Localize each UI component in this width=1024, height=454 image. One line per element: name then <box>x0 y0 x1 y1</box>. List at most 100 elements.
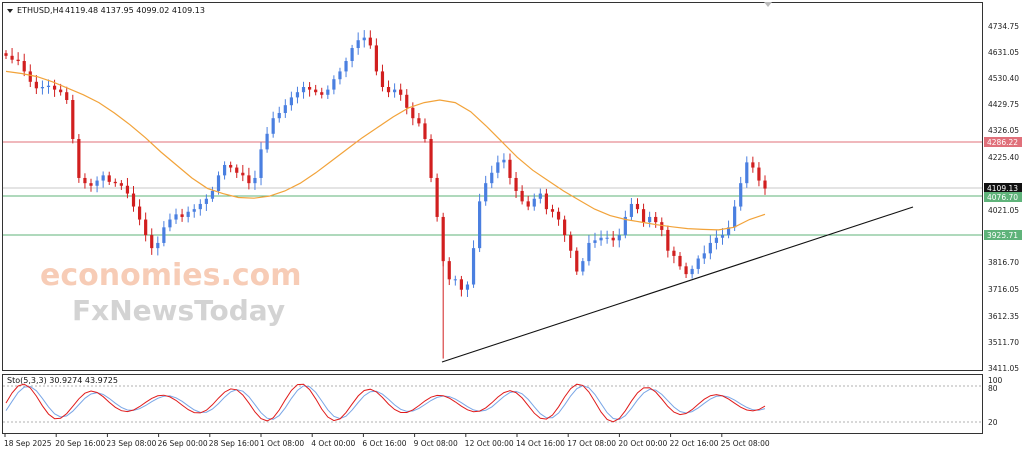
candle-body <box>320 92 324 95</box>
candle-body <box>222 164 227 176</box>
candle-body <box>362 37 366 41</box>
candle-body <box>569 235 573 251</box>
time-label: 12 Oct 00:00 <box>465 439 514 448</box>
moving-average-line <box>5 70 766 231</box>
candle-body <box>471 248 476 285</box>
price-tick: 4429.75 <box>988 100 1019 109</box>
candle-body <box>441 216 445 262</box>
candle-body <box>265 133 269 150</box>
candle-body <box>59 89 63 93</box>
time-label: 26 Sep 00:00 <box>158 439 208 448</box>
candle-body <box>101 175 105 181</box>
candle-body <box>733 206 737 228</box>
candle-body <box>168 219 172 228</box>
candle-body <box>757 167 761 181</box>
candle-body <box>235 167 239 173</box>
candle-body <box>563 219 567 236</box>
candle-body <box>751 162 755 168</box>
candle-body <box>520 190 524 202</box>
candle-body <box>587 242 591 262</box>
candle-body <box>575 250 579 272</box>
candle-body <box>253 177 257 184</box>
time-label: 14 Oct 16:00 <box>516 439 565 448</box>
candle-body <box>350 48 354 62</box>
support2-tag-text: 3925.71 <box>987 231 1018 240</box>
candle-body <box>210 190 215 199</box>
candle-body <box>484 183 488 202</box>
candle-body <box>283 105 287 113</box>
stoch-tick-80: 80 <box>988 384 998 393</box>
candle-body <box>89 183 93 186</box>
candle-body <box>52 85 57 90</box>
candlestick-series <box>4 30 767 359</box>
support1-tag <box>984 192 1022 202</box>
candle-body <box>4 53 8 56</box>
dropdown-triangle-icon[interactable] <box>7 9 13 13</box>
candle-body <box>617 235 621 241</box>
candle-body <box>690 268 694 275</box>
stoch-tick-20: 20 <box>988 418 998 427</box>
candle-body <box>672 250 676 256</box>
candle-body <box>538 193 542 199</box>
candle-body <box>459 279 463 290</box>
candle-body <box>131 193 136 207</box>
candle-body <box>10 55 14 60</box>
candle-body <box>356 40 360 49</box>
candle-body <box>635 203 640 210</box>
candle-body <box>386 87 391 93</box>
candle-body <box>119 183 123 186</box>
candle-body <box>550 209 555 212</box>
candle-body <box>660 222 664 230</box>
candle-body <box>532 198 536 207</box>
candle-body <box>332 79 336 90</box>
candle-body <box>508 159 512 178</box>
candle-body <box>259 149 263 178</box>
time-label: 28 Sep 16:00 <box>209 439 259 448</box>
candle-body <box>16 59 20 62</box>
time-label: 6 Oct 16:00 <box>362 439 406 448</box>
candle-body <box>623 216 627 236</box>
price-tick: 3816.70 <box>988 258 1019 267</box>
level-lines <box>3 141 982 236</box>
candle-body <box>447 261 451 280</box>
resistance-tag-text: 4286.22 <box>987 138 1018 147</box>
candle-body <box>34 81 38 89</box>
candle-body <box>708 242 712 254</box>
candle-body <box>411 107 415 119</box>
candle-body <box>599 237 603 241</box>
candle-body <box>368 37 372 46</box>
watermark-line1: economies.com <box>40 258 302 293</box>
candle-body <box>648 216 652 223</box>
candle-body <box>198 203 202 210</box>
candle-body <box>417 118 421 124</box>
stoch-label: Sto(5,3,3) 30.9274 43.9725 <box>7 376 118 385</box>
stochastic-panel: Sto(5,3,3) 30.9274 43.9725 100 80 20 <box>3 376 1003 427</box>
candle-body <box>666 229 670 251</box>
time-label: 22 Oct 16:00 <box>670 439 719 448</box>
price-tick: 4530.40 <box>988 74 1019 83</box>
candle-body <box>277 112 281 119</box>
candle-body <box>314 89 318 93</box>
candle-body <box>423 123 427 139</box>
price-tick: 4631.05 <box>988 48 1019 57</box>
candle-body <box>399 89 403 95</box>
collapse-chevron-icon[interactable] <box>764 2 772 7</box>
candle-body <box>654 216 658 223</box>
main-panel-frame <box>2 2 983 371</box>
candle-body <box>405 94 409 108</box>
candle-body <box>641 209 646 223</box>
time-label: 20 Sep 16:00 <box>55 439 105 448</box>
candle-body <box>684 266 688 275</box>
candle-body <box>308 87 312 90</box>
candle-body <box>726 227 731 236</box>
ascending-trendline[interactable] <box>441 206 914 363</box>
chart-header: ETHUSD,H4 4119.48 4137.95 4099.02 4109.1… <box>7 2 772 15</box>
candle-body <box>83 177 87 184</box>
candle-body <box>720 235 725 238</box>
candle-body <box>107 175 111 182</box>
candle-body <box>581 261 585 272</box>
candle-body <box>22 61 26 72</box>
candle-body <box>763 180 767 189</box>
candle-body <box>241 172 245 176</box>
